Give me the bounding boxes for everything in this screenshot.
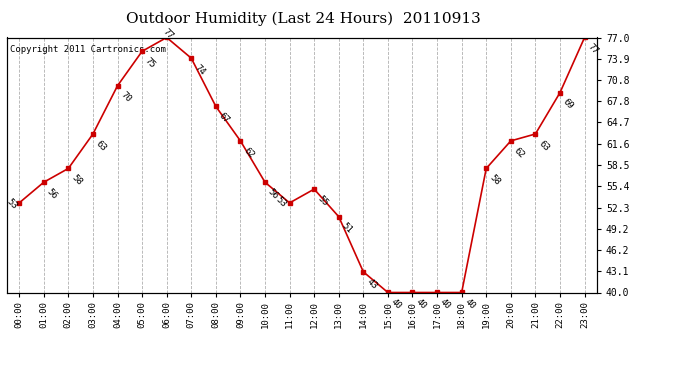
Text: 51: 51 [340, 222, 354, 236]
Text: Outdoor Humidity (Last 24 Hours)  20110913: Outdoor Humidity (Last 24 Hours) 2011091… [126, 11, 481, 26]
Text: 40: 40 [438, 297, 453, 311]
Text: 63: 63 [95, 139, 108, 153]
Text: 63: 63 [537, 139, 551, 153]
Text: 55: 55 [315, 194, 330, 208]
Text: 67: 67 [217, 111, 231, 125]
Text: 43: 43 [365, 277, 379, 291]
Text: 70: 70 [119, 90, 133, 105]
Text: 75: 75 [144, 56, 157, 70]
Text: 56: 56 [45, 187, 59, 201]
Text: 40: 40 [389, 297, 403, 311]
Text: 53: 53 [6, 196, 19, 210]
Text: 40: 40 [463, 297, 477, 311]
Text: 74: 74 [193, 63, 206, 77]
Text: 58: 58 [488, 173, 502, 187]
Text: Copyright 2011 Cartronics.com: Copyright 2011 Cartronics.com [10, 45, 166, 54]
Text: 58: 58 [70, 173, 83, 187]
Text: 40: 40 [414, 297, 428, 311]
Text: 53: 53 [275, 195, 288, 209]
Text: 56: 56 [266, 187, 280, 201]
Text: 69: 69 [562, 98, 575, 111]
Text: 77: 77 [161, 27, 175, 41]
Text: 62: 62 [241, 146, 256, 160]
Text: 62: 62 [512, 146, 526, 160]
Text: 77: 77 [586, 42, 600, 56]
